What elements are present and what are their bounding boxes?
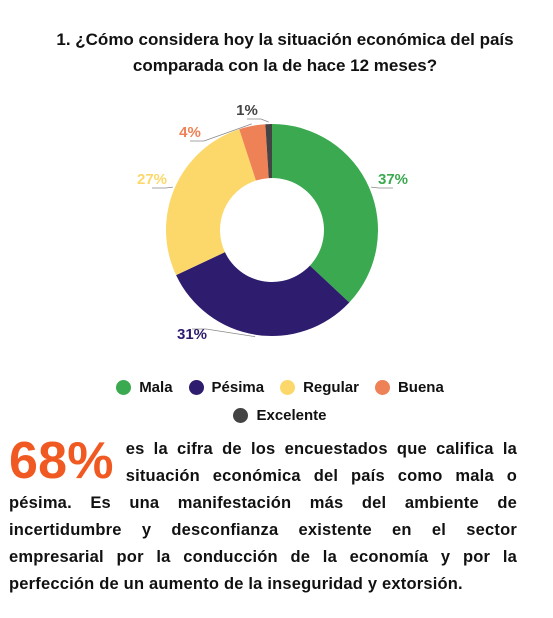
donut-slice <box>176 252 350 336</box>
legend-label: Mala <box>139 378 173 396</box>
legend-swatch <box>374 379 390 395</box>
callout-paragraph: 68% es la cifra de los encuestados que ca… <box>9 432 517 598</box>
legend-swatch <box>280 379 296 395</box>
legend-item: Excelente <box>233 405 327 425</box>
data-label: 31% <box>177 326 207 343</box>
donut-slice <box>239 124 269 181</box>
leader-line <box>247 118 269 123</box>
legend-swatch <box>188 379 204 395</box>
data-label: 27% <box>137 171 167 188</box>
legend-swatch <box>116 379 132 395</box>
legend-label: Excelente <box>256 406 327 424</box>
leader-line <box>190 123 252 142</box>
data-label: 4% <box>179 124 201 141</box>
chart-title: 1. ¿Cómo considera hoy la situación econ… <box>56 30 514 75</box>
donut-slice <box>272 124 378 303</box>
legend-item: Pésima <box>188 377 265 397</box>
legend-item: Buena <box>374 377 444 397</box>
donut-slice <box>265 124 272 179</box>
callout-text: es la cifra de los encuestados que calif… <box>9 440 517 593</box>
legend: Mala Pésima Regular Buena Excelente <box>90 377 470 425</box>
legend-item: Regular <box>280 377 359 397</box>
legend-item: Mala <box>116 377 173 397</box>
legend-label: Buena <box>397 378 444 396</box>
legend-swatch <box>233 407 249 423</box>
data-label: 37% <box>378 171 408 188</box>
legend-label: Pésima <box>211 378 265 396</box>
leader-line <box>152 186 173 189</box>
callout-figure: 68% <box>9 432 114 490</box>
leader-line <box>371 186 393 189</box>
legend-label: Regular <box>303 378 359 396</box>
donut-slice <box>165 129 256 276</box>
data-label: 1% <box>236 102 258 119</box>
leader-line <box>192 328 256 338</box>
